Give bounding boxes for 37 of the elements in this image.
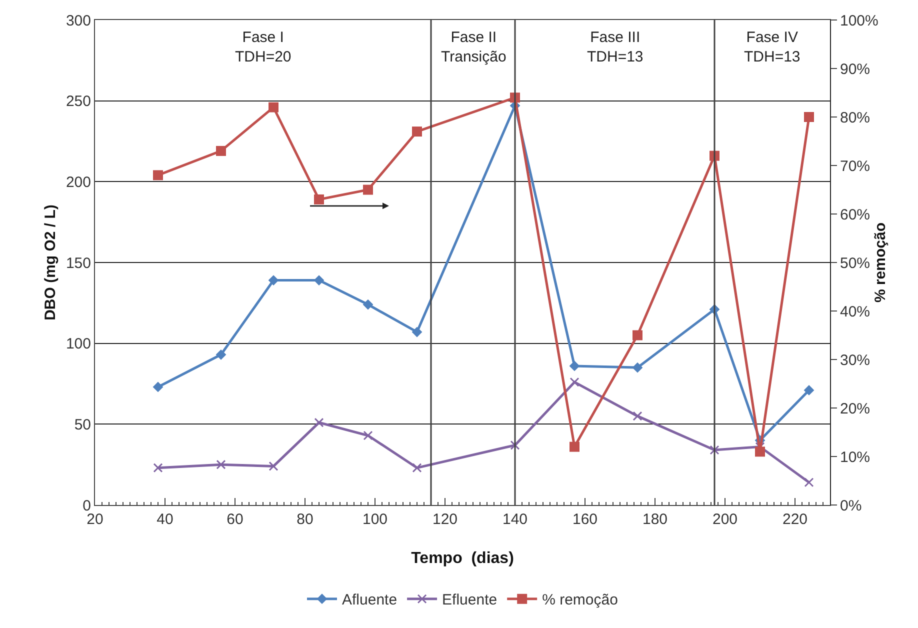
x-tick-label: 220 (782, 511, 808, 528)
annotation: Fase I TDH=20 (235, 29, 292, 66)
y2-tick-label: 80% (840, 109, 870, 126)
legend-label: % remoção (542, 592, 618, 609)
y2-tick-label: 10% (840, 448, 870, 466)
x-tick-label: 80 (296, 511, 314, 528)
y-tick-label: 50 (74, 416, 91, 434)
y2-tick-label: 50% (840, 254, 870, 272)
y2-tick-label: 90% (840, 60, 870, 78)
x-tick-label: 200 (712, 511, 738, 528)
y-tick-label: 100 (66, 336, 91, 353)
y2-tick-label: 20% (840, 400, 870, 418)
x-tick-label: 180 (642, 511, 668, 528)
x-tick-label: 40 (156, 511, 174, 528)
y2-tick-label: 0% (840, 497, 862, 514)
x-tick-label: 100 (362, 511, 388, 528)
y2-tick-label: 70% (840, 158, 870, 175)
x-tick-label: 120 (432, 511, 458, 528)
y2-tick-label: 30% (840, 352, 870, 369)
y2-tick-label: 60% (840, 206, 870, 224)
legend-label: Efluente (442, 592, 498, 609)
x-tick-label: 140 (502, 511, 528, 528)
y2-tick-label: 40% (840, 303, 870, 320)
y-tick-label: 200 (66, 174, 91, 191)
annotation: Fase IV TDH=13 (744, 29, 800, 66)
annotation: Fase II Transição (441, 29, 506, 66)
y-tick-label: 250 (66, 93, 91, 110)
x-tick-label: 60 (226, 511, 244, 528)
legend-label: Afluente (342, 592, 398, 609)
y2-tick-label: 100% (840, 12, 878, 30)
x-tick-label: 160 (572, 511, 598, 528)
y-tick-label: 300 (66, 12, 91, 30)
y-axis-title: DBO (mg O2 / L) (42, 204, 59, 320)
annotation: Fase III TDH=13 (587, 29, 644, 66)
y2-axis-title: % remoção (872, 222, 890, 303)
x-axis-title: Tempo (dias) (411, 550, 514, 567)
y-tick-label: 150 (66, 254, 91, 272)
